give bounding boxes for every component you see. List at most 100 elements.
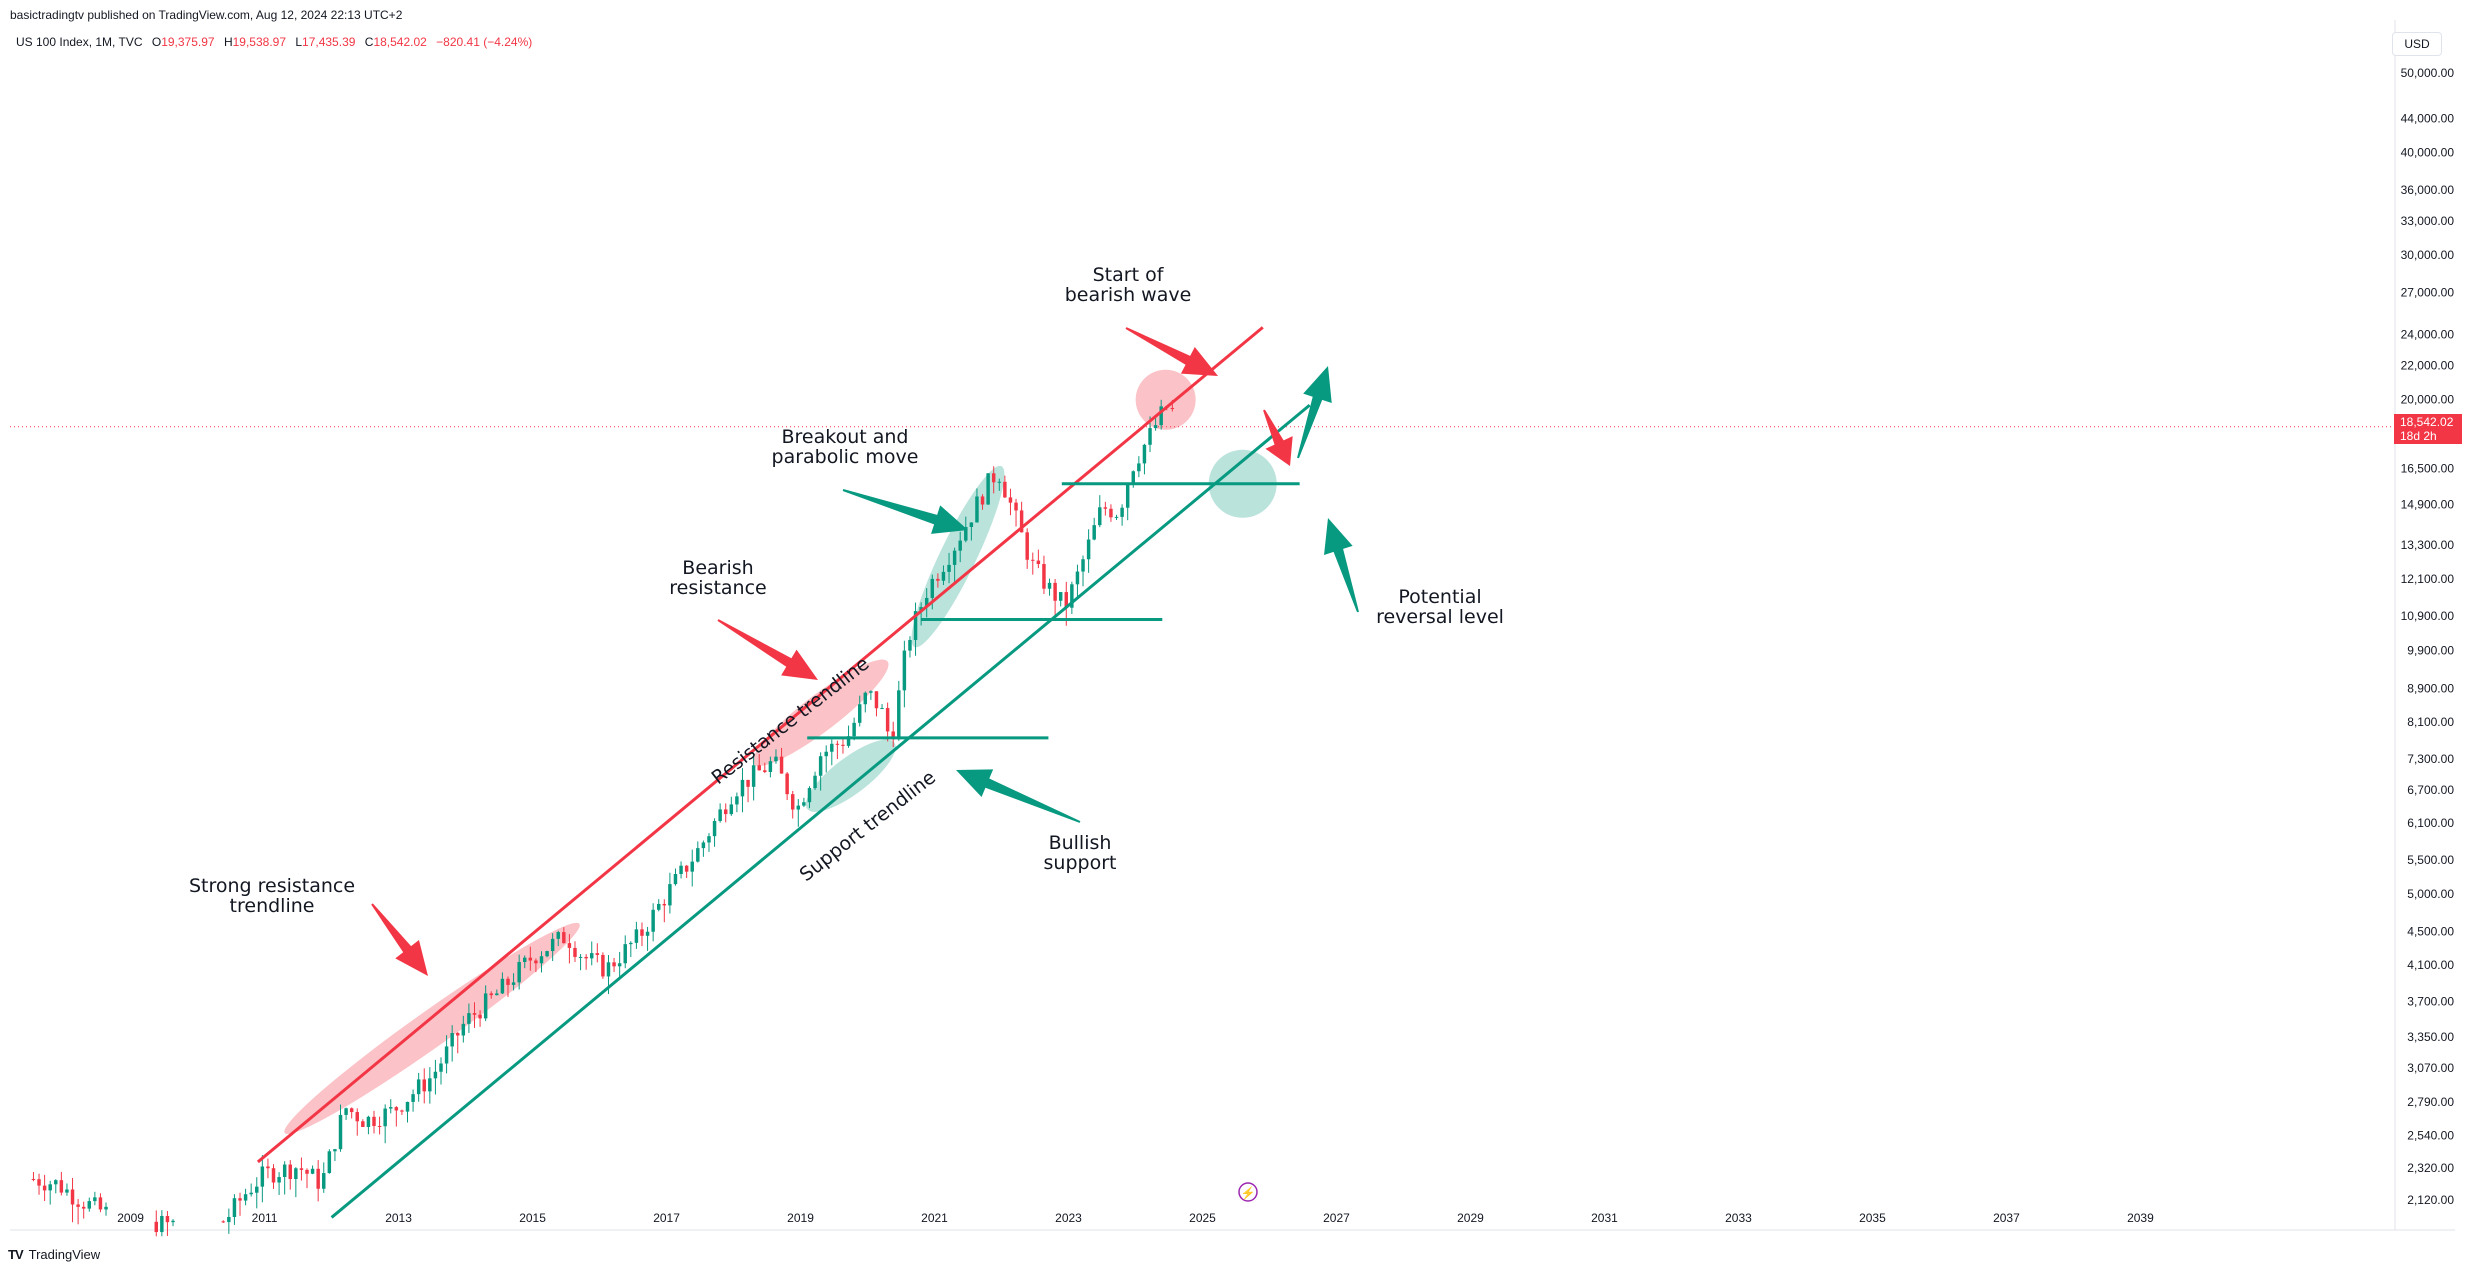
price-tick-label: 44,000.00 [2401, 112, 2455, 126]
candle-body [740, 779, 745, 797]
price-tick-label: 50,000.00 [2401, 66, 2455, 80]
candle-body [986, 473, 990, 505]
candle-body [495, 993, 499, 996]
time-tick-label: 2037 [1993, 1211, 2020, 1225]
candle-body [511, 982, 516, 985]
price-tick-label: 13,300.00 [2401, 538, 2455, 552]
candle-body [1086, 539, 1091, 560]
low-value: 17,435.39 [302, 35, 356, 49]
candle-body [1003, 481, 1007, 498]
price-tick-label: 30,000.00 [2401, 248, 2455, 262]
price-tick-label: 5,500.00 [2407, 853, 2454, 867]
candle-body [852, 722, 856, 737]
symbol-label[interactable]: US 100 Index, 1M, TVC [16, 35, 143, 49]
price-tick-label: 7,300.00 [2407, 752, 2454, 766]
event-marker-icon[interactable] [1238, 1182, 1258, 1202]
price-tick-label: 8,100.00 [2407, 715, 2454, 729]
candle-body [595, 953, 600, 955]
candle-body [260, 1166, 265, 1187]
candle-body [54, 1180, 58, 1185]
time-tick-label: 2009 [117, 1211, 144, 1225]
candle-body [1075, 571, 1080, 585]
currency-button[interactable]: USD [2392, 32, 2442, 56]
candle-body [818, 756, 823, 776]
candle-body [483, 993, 488, 1019]
candle-body [238, 1198, 242, 1201]
candle-body [1031, 559, 1035, 561]
candle-body [746, 779, 750, 787]
candle-body [964, 526, 968, 541]
candle-body [857, 704, 862, 723]
candle-body [763, 770, 767, 772]
candle-body [288, 1164, 292, 1180]
candle-body [327, 1151, 332, 1174]
highlight-band-0 [284, 922, 580, 1134]
candle-body [751, 765, 756, 787]
candle-body [807, 788, 812, 803]
footer-brand-text: TradingView [28, 1247, 101, 1262]
candle-body [562, 932, 566, 944]
footer-brand[interactable]: TV TradingView [8, 1247, 100, 1262]
close-value: 18,542.02 [373, 35, 427, 49]
candle-body [338, 1114, 343, 1150]
price-tick-label: 12,100.00 [2401, 572, 2455, 586]
candle-body [333, 1149, 337, 1152]
candle-body [640, 929, 644, 936]
high-value: 19,538.97 [232, 35, 286, 49]
highlight-band-2 [911, 465, 1005, 648]
candle-body [70, 1189, 75, 1205]
resistance-trendline[interactable] [256, 326, 1264, 1164]
candle-body [936, 578, 940, 581]
price-tick-label: 8,900.00 [2407, 682, 2454, 696]
arrow-icon [717, 619, 818, 680]
annotation-label: trendline [230, 895, 315, 917]
candle-body [528, 957, 533, 961]
candle-body [941, 571, 946, 581]
candle-body [299, 1168, 304, 1170]
time-tick-label: 2017 [653, 1211, 680, 1225]
arrow-icon [371, 903, 428, 976]
annotation-label: bearish wave [1065, 284, 1192, 306]
candle-body [612, 962, 616, 967]
ohlc-legend: US 100 Index, 1M, TVC O19,375.97 H19,538… [16, 35, 532, 49]
candle-body [790, 794, 795, 810]
candle-body [556, 932, 560, 939]
candle-body [1036, 560, 1041, 565]
price-tick-label: 2,320.00 [2407, 1161, 2454, 1175]
candle-body [980, 496, 985, 505]
price-tick-label: 22,000.00 [2401, 359, 2455, 373]
candle-body [690, 861, 694, 872]
candle-body [355, 1112, 359, 1122]
price-tick-label: 20,000.00 [2401, 393, 2455, 407]
candle-body [461, 1023, 466, 1036]
candle-body [428, 1078, 432, 1092]
time-tick-label: 2029 [1457, 1211, 1484, 1225]
arrow-icon [1263, 409, 1293, 466]
candle-body [545, 951, 549, 957]
candle-body [796, 805, 801, 810]
candle-body [813, 775, 817, 789]
candle-body [400, 1110, 404, 1112]
candle-body [171, 1220, 175, 1223]
candle-body [1025, 532, 1029, 560]
candle-body [221, 1221, 225, 1223]
candle-body [439, 1063, 443, 1072]
candle-body [282, 1164, 287, 1178]
candle-body [1042, 564, 1046, 589]
candle-body [1098, 507, 1102, 526]
support-trendline[interactable] [330, 403, 1311, 1219]
candle-body [673, 874, 678, 885]
arrow-icon [1324, 518, 1359, 613]
candle-body [567, 943, 572, 948]
candle-body [584, 956, 588, 959]
candle-body [416, 1079, 421, 1095]
candle-body [601, 954, 605, 977]
annotation-label: Strong resistance [189, 875, 355, 897]
candle-body [997, 481, 1002, 483]
annotation-label: Breakout and [782, 426, 909, 448]
candle-body [908, 639, 912, 651]
candle-body [165, 1215, 170, 1223]
change-value: −820.41 (−4.24%) [436, 35, 533, 49]
candle-body [578, 956, 583, 958]
